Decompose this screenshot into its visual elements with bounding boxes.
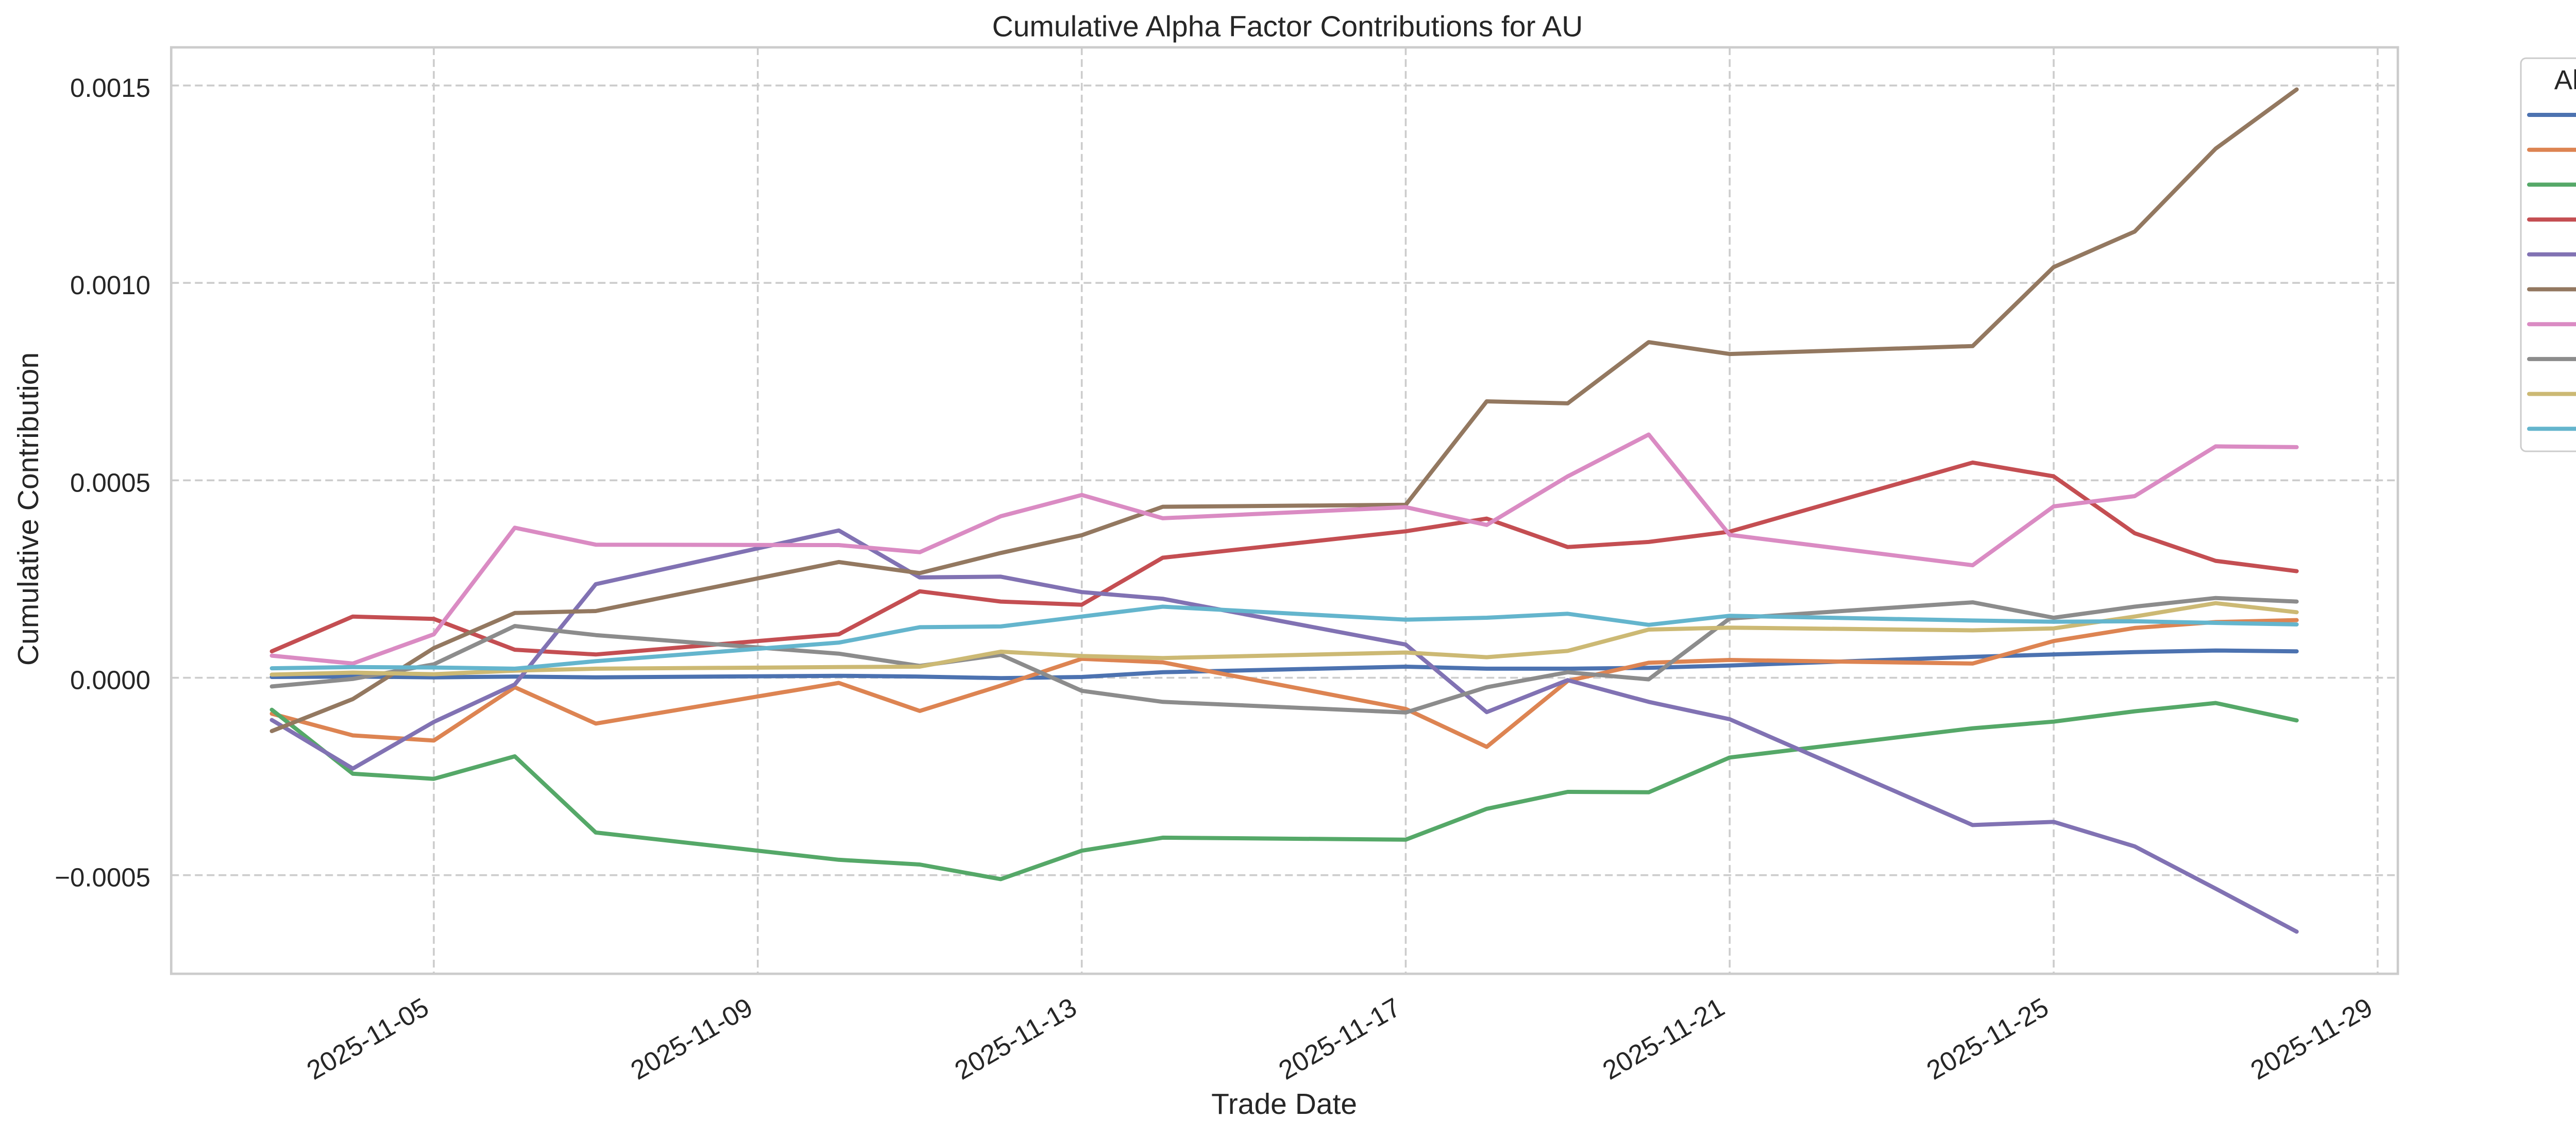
svg-text:Alpha Factor: Alpha Factor (2554, 65, 2576, 95)
svg-text:0.0015: 0.0015 (70, 73, 150, 103)
svg-text:0.0010: 0.0010 (70, 270, 150, 300)
svg-text:−0.0005: −0.0005 (55, 863, 150, 892)
svg-text:Cumulative Contribution: Cumulative Contribution (12, 352, 45, 666)
svg-text:Cumulative Alpha Factor Contri: Cumulative Alpha Factor Contributions fo… (992, 10, 1583, 43)
svg-text:0.0000: 0.0000 (70, 666, 150, 695)
svg-text:0.0005: 0.0005 (70, 468, 150, 497)
svg-text:Trade Date: Trade Date (1211, 1088, 1357, 1121)
